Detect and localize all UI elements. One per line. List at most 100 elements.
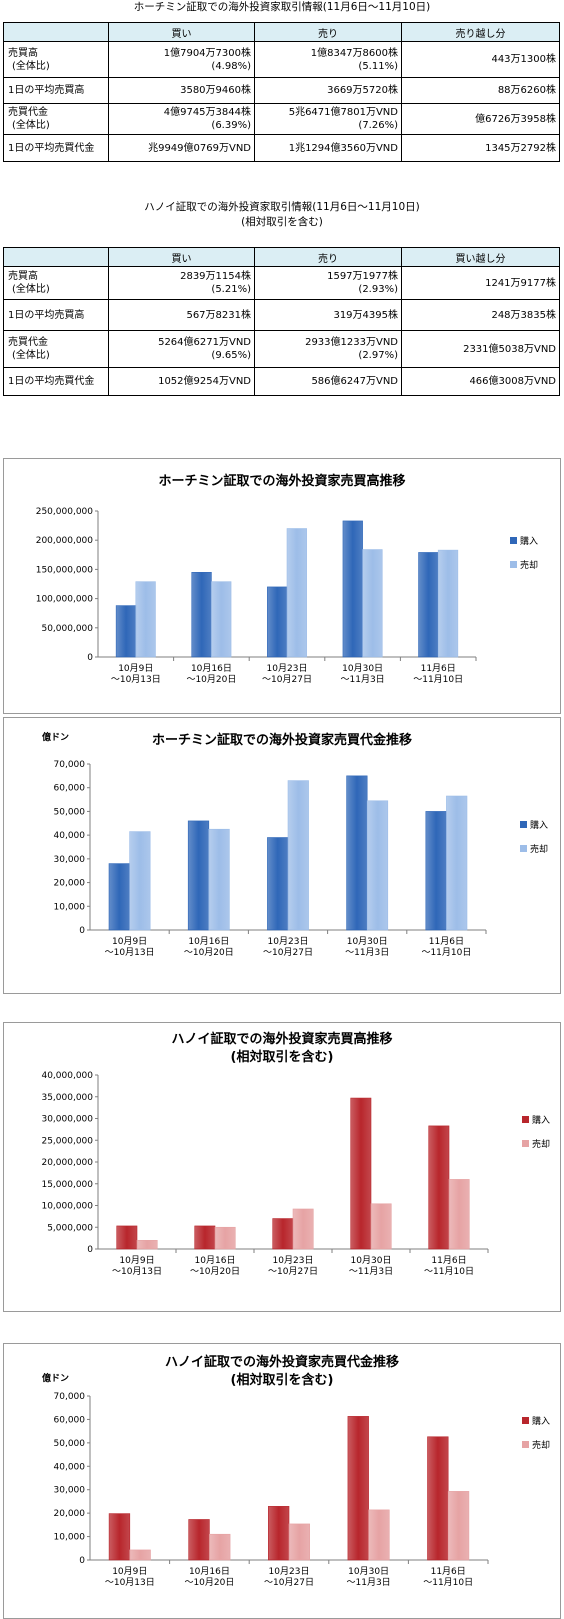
bar-sell xyxy=(136,1240,158,1250)
table-row: 1日の平均売買代金 兆9949億0769万VND 1兆1294億3560万VND 13… xyxy=(3,134,560,162)
x-tick-label: 10月30日 xyxy=(348,1566,389,1577)
hanoi-table-caption-sub: (相対取引を含む) xyxy=(241,216,323,228)
table-header-row: 買い 売り 売り越し分 xyxy=(3,22,560,42)
bar-sell xyxy=(447,1491,470,1561)
x-tick-label: 11月6日 xyxy=(421,663,456,674)
x-tick-label: 10月16日 xyxy=(195,1255,236,1266)
x-tick-label: 10月9日 xyxy=(118,663,153,674)
bar-sell xyxy=(129,1549,151,1561)
x-tick-label: ～10月27日 xyxy=(268,1266,318,1277)
x-tick-label: 10月16日 xyxy=(191,663,232,674)
legend-swatch xyxy=(510,537,517,544)
y-tick-label: 40,000 xyxy=(54,1462,86,1472)
y-tick-label: 70,000 xyxy=(54,760,86,770)
table-row: 売買高 (全体比) 2839万1154株 (5.21%) 1597万1977株 (2.93… xyxy=(3,266,560,300)
y-tick-label: 0 xyxy=(79,1556,85,1566)
buy-cell: 3580万9460株 xyxy=(108,77,255,104)
bar-buy xyxy=(342,520,363,658)
buy-cell: 1052億9254万VND xyxy=(108,367,255,396)
table-header-cell: 売り xyxy=(254,22,402,42)
bar-buy xyxy=(418,552,439,658)
table-row: 売買代金 (全体比) 4億9745万3844株 (6.39%) 5兆6471億7801万… xyxy=(3,103,560,135)
net-cell: 1345万2792株 xyxy=(401,134,560,162)
legend-swatch xyxy=(522,1417,529,1424)
y-tick-label: 25,000,000 xyxy=(41,1136,93,1146)
sell-cell: 1597万1977株 (2.93%) xyxy=(254,266,402,300)
net-cell: 443万1300株 xyxy=(401,41,560,78)
chart-title: ハノイ証取での海外投資家売買高推移 xyxy=(171,1031,392,1047)
y-tick-label: 100,000,000 xyxy=(36,595,94,605)
bar-sell xyxy=(362,549,383,658)
chart-title: ホーチミン証取での海外投資家売買高推移 xyxy=(158,473,405,489)
chart-hanoi-value: ハノイ証取での海外投資家売買代金推移 (相対取引を含む) 億ドン 0 10,000 20,… xyxy=(3,1343,561,1619)
y-tick-label: 70,000 xyxy=(54,1392,86,1402)
y-tick-label: 0 xyxy=(87,653,93,663)
x-tick-label: ～11月10日 xyxy=(424,1266,474,1277)
y-tick-label: 20,000 xyxy=(54,879,86,889)
net-cell: 2331億5038万VND xyxy=(401,330,560,368)
buy-cell: 567万8231株 xyxy=(108,299,255,331)
chart-unit-label: 億ドン xyxy=(42,1372,69,1384)
bar-buy xyxy=(188,1519,210,1561)
sell-cell: 586億6247万VND xyxy=(254,367,402,396)
y-tick-label: 10,000,000 xyxy=(41,1202,93,1212)
hcm-table-caption: ホーチミン証取での海外投資家取引情報(11月6日～11月10日) xyxy=(133,1,431,13)
chart-hcm-volume: ホーチミン証取での海外投資家売買高推移 0 50,000,000 100,000,00… xyxy=(3,458,561,714)
chart-title: (相対取引を含む) xyxy=(231,1372,334,1388)
legend-swatch xyxy=(522,1441,529,1448)
x-tick-label: ～10月27日 xyxy=(262,674,312,685)
table-row: 売買代金 (全体比) 5264億6271万VND (9.65%) 2933億1233万V… xyxy=(3,330,560,368)
net-cell: 1241万9177株 xyxy=(401,266,560,300)
legend-label: 売却 xyxy=(532,1439,550,1451)
x-tick-label: 10月9日 xyxy=(112,1566,147,1577)
bar-buy xyxy=(108,1513,131,1561)
row-label-cell: 売買高 (全体比) xyxy=(3,266,109,300)
x-tick-label: ～10月20日 xyxy=(184,947,234,958)
row-label-cell: 売買代金 (全体比) xyxy=(3,330,109,368)
bar-sell xyxy=(211,581,232,658)
y-tick-label: 0 xyxy=(79,926,85,936)
sell-cell: 1億8347万8600株 (5.11%) xyxy=(254,41,402,78)
legend-swatch xyxy=(522,1116,529,1123)
x-tick-label: ～10月20日 xyxy=(190,1266,240,1277)
y-tick-label: 50,000,000 xyxy=(41,624,93,634)
hcm-info-table: 買い 売り 売り越し分 売買高 (全体比) 1億7904万7300株 (4.98%) 1億83… xyxy=(3,22,560,162)
hanoi-table-caption: ハノイ証取での海外投資家取引情報(11月6日～11月10日) xyxy=(144,201,420,213)
x-tick-label: ～10月13日 xyxy=(105,947,155,958)
x-tick-label: ～11月3日 xyxy=(349,1266,393,1277)
bar-buy xyxy=(425,811,447,931)
bar-buy xyxy=(194,1225,216,1250)
bar-sell xyxy=(366,800,389,931)
table-header-cell: 買い xyxy=(108,247,255,267)
bar-buy xyxy=(267,586,288,658)
buy-cell: 1億7904万7300株 (4.98%) xyxy=(108,41,255,78)
bar-buy xyxy=(268,1506,290,1561)
bar-buy xyxy=(346,775,368,931)
x-tick-label: ～10月13日 xyxy=(105,1577,155,1588)
y-tick-label: 40,000,000 xyxy=(41,1071,93,1081)
y-tick-label: 35,000,000 xyxy=(41,1093,93,1103)
y-tick-label: 50,000 xyxy=(54,1439,86,1449)
legend-swatch xyxy=(510,561,517,568)
chart-hanoi-volume: ハノイ証取での海外投資家売買高推移 (相対取引を含む) 0 5,000,000 10,0… xyxy=(3,1022,561,1312)
y-tick-label: 5,000,000 xyxy=(47,1223,93,1233)
bar-sell xyxy=(209,1533,231,1561)
bar-buy xyxy=(350,1097,372,1250)
sell-cell: 1兆1294億3560万VND xyxy=(254,134,402,162)
x-tick-label: 10月23日 xyxy=(269,1566,310,1577)
bar-sell xyxy=(370,1203,392,1250)
legend-label: 購入 xyxy=(530,819,548,831)
legend-swatch xyxy=(520,821,527,828)
row-label-cell: 1日の平均売買高 xyxy=(3,299,109,331)
legend-label: 購入 xyxy=(520,535,538,547)
legend-swatch xyxy=(522,1140,529,1147)
y-tick-label: 60,000 xyxy=(54,784,86,794)
x-tick-label: 10月30日 xyxy=(342,663,383,674)
hanoi-info-table: 買い 売り 買い越し分 売買高 (全体比) 2839万1154株 (5.21%) 1597万1… xyxy=(3,247,560,396)
y-tick-label: 250,000,000 xyxy=(36,507,94,517)
x-tick-label: 10月16日 xyxy=(188,936,229,947)
y-tick-label: 15,000,000 xyxy=(41,1180,93,1190)
x-tick-label: ～10月20日 xyxy=(184,1577,234,1588)
bar-buy xyxy=(347,1416,369,1561)
x-tick-label: 11月6日 xyxy=(431,1566,466,1577)
